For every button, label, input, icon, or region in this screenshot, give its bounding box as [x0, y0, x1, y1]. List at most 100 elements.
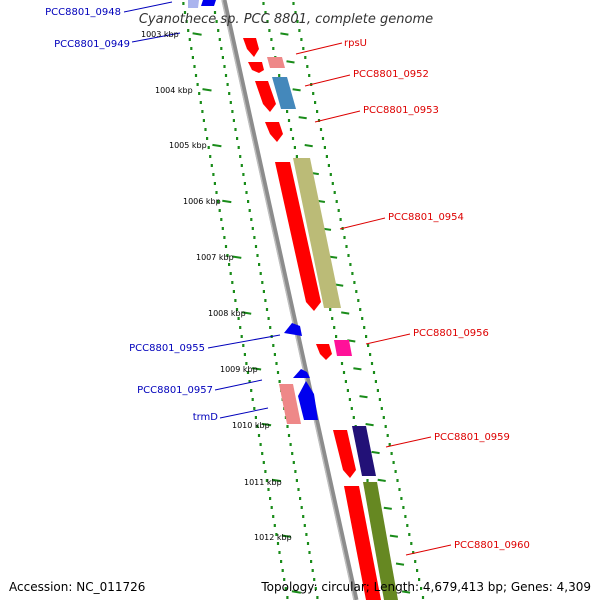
inner-track-edge-dot: [218, 38, 221, 41]
inner-track-dot: [262, 461, 265, 464]
inner-track-edge-dot: [275, 362, 278, 365]
gene-pcc8801-0959-feature[interactable]: [333, 430, 356, 478]
gene-rpsu-pale-feature[interactable]: [267, 57, 285, 68]
inner-track-edge-dot: [294, 470, 297, 473]
outer-track-edge-dot: [412, 551, 415, 554]
outer-track-tick: [377, 478, 386, 482]
gene-pcc8801-0960-feature[interactable]: [344, 486, 381, 600]
inner-track-dot: [254, 416, 257, 419]
outer-track-dot: [331, 317, 334, 320]
tick-label-1006-kbp: 1006 kbp: [183, 197, 221, 206]
inner-track-edge-dot: [306, 542, 310, 545]
inner-track-edge-dot: [247, 200, 250, 203]
map-title: Cyanothece sp. PCC 8801, complete genome: [139, 12, 433, 27]
gene-pcc8801-0954-olive-feature[interactable]: [293, 158, 341, 308]
outer-track-edge-dot: [365, 335, 368, 338]
gene-pcc8801-0948-feature[interactable]: [201, 0, 216, 6]
outer-track-edge-dot: [406, 524, 409, 527]
inner-track-dot: [273, 524, 276, 527]
tick-label-1004-kbp: 1004 kbp: [155, 86, 193, 95]
outer-track-tick: [383, 506, 392, 510]
label-pcc8801-0954[interactable]: PCC8801_0954: [388, 212, 464, 223]
outer-track-tick: [389, 534, 399, 538]
label-trmd[interactable]: trmD: [193, 412, 219, 423]
inner-track-edge-dot: [272, 344, 275, 347]
backbone-highlight: [221, 0, 355, 600]
gene-pcc8801-0954-feature[interactable]: [275, 162, 321, 311]
outer-track-dot: [287, 119, 291, 122]
gene-features: [188, 0, 398, 600]
gene-rpsu-feature[interactable]: [243, 38, 259, 57]
gene-pcc8801-0949-feature[interactable]: [188, 0, 199, 8]
label-rpsu[interactable]: rpsU: [344, 38, 367, 49]
outer-track-edge-dot: [325, 155, 328, 158]
leader-line-trmd: [219, 407, 269, 419]
label-pcc8801-0955[interactable]: PCC8801_0955: [129, 343, 205, 354]
outer-track-edge-dot: [357, 299, 360, 302]
outer-track-dot: [348, 398, 351, 401]
inner-track-edge-dot: [292, 461, 295, 464]
gene-pcc8801-0960-green-feature[interactable]: [363, 482, 398, 600]
gene-pcc8801-0956-magenta-feature[interactable]: [334, 340, 352, 356]
label-pcc8801-0952[interactable]: PCC8801_0952: [353, 69, 429, 80]
inner-track-dot: [270, 506, 273, 509]
outer-track-edge-dot: [312, 92, 315, 95]
outer-track-tick: [341, 311, 350, 315]
outer-track-edge-dot: [308, 74, 311, 77]
inner-track-dot: [243, 353, 246, 356]
outer-track-edge-dot: [414, 560, 417, 563]
outer-track-edge-dot: [329, 173, 332, 176]
outer-track-edge-dot: [370, 362, 374, 365]
gene-pcc8801-0956-feature[interactable]: [316, 344, 332, 360]
inner-track-dot: [272, 515, 275, 518]
inner-track-dot: [257, 434, 261, 437]
label-pcc8801-0960[interactable]: PCC8801_0960: [454, 540, 530, 551]
inner-track-edge-dot: [213, 11, 217, 14]
inner-track-dot: [264, 470, 267, 473]
inner-track-dot: [201, 110, 204, 113]
inner-track-edge-dot: [258, 263, 261, 266]
label-pcc8801-0959[interactable]: PCC8801_0959: [434, 432, 510, 443]
outer-track-dot: [333, 326, 336, 329]
leader-line-pcc8801-0956: [365, 333, 411, 345]
label-pcc8801-0956[interactable]: PCC8801_0956: [413, 328, 489, 339]
outer-track-edge-dot: [400, 497, 403, 500]
gene-trmd-pale-feature[interactable]: [279, 384, 301, 424]
gene-pcc8801-0955-feature[interactable]: [284, 323, 302, 336]
tick-label-1005-kbp: 1005 kbp: [169, 141, 207, 150]
leader-line-pcc8801-0957: [214, 379, 263, 391]
label-pcc8801-0949[interactable]: PCC8801_0949: [54, 39, 130, 50]
gene-small-red-feature[interactable]: [248, 62, 264, 73]
gene-pcc8801-0959-navy-feature[interactable]: [352, 426, 376, 476]
inner-track-dot: [182, 2, 185, 5]
leader-line-pcc8801-0953: [314, 110, 361, 123]
outer-track-ticks: [280, 32, 411, 594]
label-pcc8801-0948[interactable]: PCC8801_0948: [45, 7, 121, 18]
inner-track-dot: [250, 389, 253, 392]
gene-pcc8801-0952-blue-feature[interactable]: [272, 77, 296, 109]
inner-track-edge-dot: [261, 281, 264, 284]
outer-track-edge-dot: [374, 380, 377, 383]
label-pcc8801-0953[interactable]: PCC8801_0953: [363, 105, 439, 116]
inner-track-dot: [224, 245, 228, 248]
inner-track-edge-dot: [231, 110, 234, 113]
outer-track-edge-dot: [300, 38, 303, 41]
inner-track-dot: [265, 479, 268, 482]
outer-track-dot: [344, 380, 347, 383]
outer-track-edge-dot: [337, 209, 340, 212]
inner-track-dot: [246, 371, 250, 374]
outer-track-dot: [335, 335, 338, 338]
gene-pcc8801-0952-feature[interactable]: [255, 81, 276, 112]
gene-trmd-feature[interactable]: [298, 381, 318, 420]
outer-track-dot: [295, 155, 298, 158]
outer-track-tick: [353, 367, 362, 371]
inner-track-edge-dot: [248, 209, 251, 212]
tick-label-1010-kbp: 1010 kbp: [232, 421, 270, 430]
gene-pcc8801-0957-feature[interactable]: [293, 369, 310, 378]
outer-track-dot: [340, 362, 344, 365]
gene-pcc8801-0953-feature[interactable]: [265, 122, 283, 142]
outer-track-edge-dot: [420, 587, 423, 590]
label-pcc8801-0957[interactable]: PCC8801_0957: [137, 385, 213, 396]
outer-track-tick: [292, 88, 301, 92]
inner-track-edge-dot: [254, 245, 258, 248]
